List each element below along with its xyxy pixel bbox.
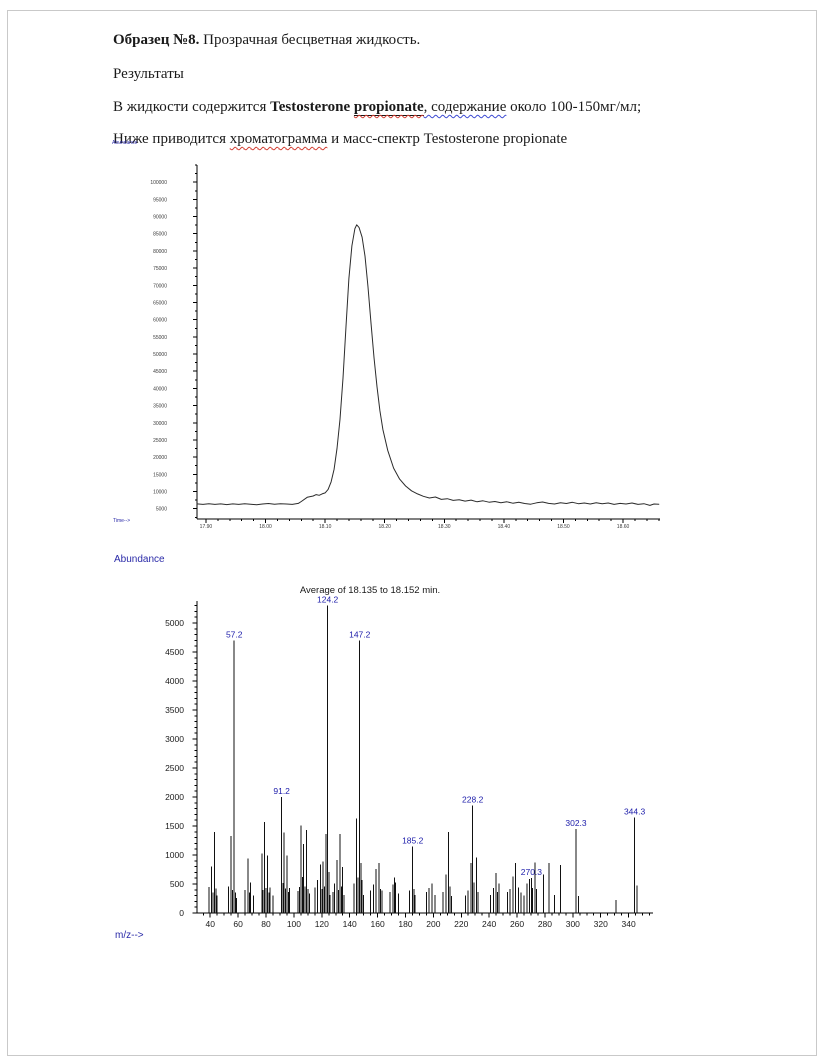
paragraph-findings: В жидкости содержится Testosterone propi… xyxy=(113,99,641,116)
svg-text:15000: 15000 xyxy=(153,472,167,478)
chromatogram-time-axis-label: Time--> xyxy=(113,518,131,524)
svg-text:25000: 25000 xyxy=(153,438,167,444)
svg-text:1000: 1000 xyxy=(165,850,184,860)
svg-text:300: 300 xyxy=(566,919,580,929)
svg-text:35000: 35000 xyxy=(153,404,167,410)
svg-text:65000: 65000 xyxy=(153,300,167,306)
svg-text:55000: 55000 xyxy=(153,335,167,341)
svg-text:320: 320 xyxy=(594,919,608,929)
sample-number-bold: Образец №8. xyxy=(113,32,200,48)
svg-text:80000: 80000 xyxy=(153,249,167,255)
svg-text:1500: 1500 xyxy=(165,821,184,831)
svg-text:85000: 85000 xyxy=(153,232,167,238)
svg-text:60: 60 xyxy=(233,919,243,929)
svg-text:18.40: 18.40 xyxy=(498,524,511,530)
svg-text:30000: 30000 xyxy=(153,421,167,427)
svg-text:2000: 2000 xyxy=(165,792,184,802)
svg-text:0: 0 xyxy=(179,908,184,918)
svg-text:344.3: 344.3 xyxy=(624,806,646,816)
svg-text:20000: 20000 xyxy=(153,455,167,461)
svg-text:5000: 5000 xyxy=(156,507,167,513)
svg-text:160: 160 xyxy=(370,919,384,929)
svg-text:18.30: 18.30 xyxy=(438,524,451,530)
intro-suffix: и масс-спектр Testosterone propionate xyxy=(327,131,568,147)
svg-text:140: 140 xyxy=(343,919,357,929)
svg-text:260: 260 xyxy=(510,919,524,929)
svg-text:18.10: 18.10 xyxy=(319,524,332,530)
svg-text:3000: 3000 xyxy=(165,734,184,744)
svg-text:228.2: 228.2 xyxy=(462,795,484,805)
substance-name-bold: Testosterone xyxy=(270,99,354,115)
svg-text:340: 340 xyxy=(622,919,636,929)
mass-spectrum-chart: 40 60 80 100 120 140 160 180 200 220 240 260 280 300 3… xyxy=(165,585,653,929)
svg-text:3500: 3500 xyxy=(165,705,184,715)
svg-text:5000: 5000 xyxy=(165,618,184,628)
intro-prefix: Ниже приводится xyxy=(113,131,230,147)
svg-text:200: 200 xyxy=(426,919,440,929)
svg-text:2500: 2500 xyxy=(165,763,184,773)
svg-text:60000: 60000 xyxy=(153,318,167,324)
svg-text:75000: 75000 xyxy=(153,266,167,272)
svg-text:18.20: 18.20 xyxy=(378,524,391,530)
svg-text:70000: 70000 xyxy=(153,283,167,289)
svg-text:185.2: 185.2 xyxy=(402,835,424,845)
svg-text:17.90: 17.90 xyxy=(200,524,213,530)
findings-prefix: В жидкости содержится xyxy=(113,99,271,115)
svg-text:Average of 18.135 to 18.152 mi: Average of 18.135 to 18.152 min. xyxy=(300,585,440,596)
chromatogram-chart: 17.90 18.00 18.10 18.20 18.30 18.40 18.50 18.60… xyxy=(150,164,660,530)
svg-text:40: 40 xyxy=(206,919,216,929)
svg-text:270.3: 270.3 xyxy=(521,867,543,877)
svg-text:4500: 4500 xyxy=(165,647,184,657)
svg-text:10000: 10000 xyxy=(153,490,167,496)
svg-text:500: 500 xyxy=(170,879,184,889)
paragraph-results-heading: Результаты xyxy=(113,66,184,83)
paragraph-intro-charts: Ниже приводится хроматограмма и масс-спе… xyxy=(113,131,567,148)
svg-text:90000: 90000 xyxy=(153,215,167,221)
svg-text:220: 220 xyxy=(454,919,468,929)
svg-text:91.2: 91.2 xyxy=(273,786,290,796)
svg-text:40000: 40000 xyxy=(153,386,167,392)
paragraph-sample-title: Образец №8. Прозрачная бесцветная жидкос… xyxy=(113,32,420,49)
svg-text:100: 100 xyxy=(287,919,301,929)
mass-spectrum-abundance-label: Abundance xyxy=(114,554,165,565)
svg-text:124.2: 124.2 xyxy=(317,595,339,605)
svg-text:4000: 4000 xyxy=(165,676,184,686)
svg-text:18.60: 18.60 xyxy=(617,524,630,530)
svg-text:80: 80 xyxy=(261,919,271,929)
chromatogram-abundance-label: Abundance xyxy=(112,140,138,146)
svg-text:280: 280 xyxy=(538,919,552,929)
svg-text:240: 240 xyxy=(482,919,496,929)
svg-text:100000: 100000 xyxy=(150,180,167,186)
spellcheck-flagged-word: хроматограмма xyxy=(229,131,328,147)
mass-spectrum-mz-axis-label: m/z--> xyxy=(115,930,144,941)
svg-text:180: 180 xyxy=(398,919,412,929)
grammar-flagged-text: , содержание xyxy=(423,99,507,115)
substance-name-underlined: propionate xyxy=(353,99,424,116)
svg-text:95000: 95000 xyxy=(153,197,167,203)
results-label: Результаты xyxy=(113,66,184,82)
svg-text:18.00: 18.00 xyxy=(259,524,272,530)
sample-description: Прозрачная бесцветная жидкость. xyxy=(199,32,421,48)
svg-text:50000: 50000 xyxy=(153,352,167,358)
svg-text:147.2: 147.2 xyxy=(349,629,371,639)
svg-text:18.50: 18.50 xyxy=(557,524,570,530)
svg-text:120: 120 xyxy=(315,919,329,929)
svg-text:45000: 45000 xyxy=(153,369,167,375)
svg-text:57.2: 57.2 xyxy=(226,629,243,639)
concentration-text: около 100-150мг/мл; xyxy=(506,99,642,115)
svg-text:302.3: 302.3 xyxy=(565,818,587,828)
